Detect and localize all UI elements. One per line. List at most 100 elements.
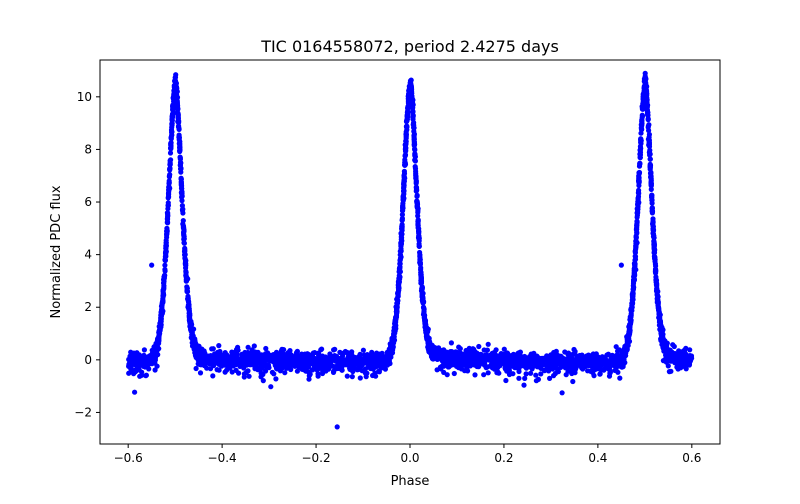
data-point bbox=[269, 369, 275, 375]
data-point bbox=[628, 311, 634, 317]
data-point bbox=[538, 371, 544, 377]
data-point bbox=[649, 192, 655, 198]
x-tick-label: −0.6 bbox=[114, 451, 143, 465]
data-point bbox=[154, 363, 160, 369]
data-point bbox=[684, 353, 690, 359]
data-point bbox=[397, 257, 403, 263]
data-point bbox=[629, 304, 635, 310]
data-point bbox=[384, 349, 390, 355]
data-point bbox=[182, 247, 188, 253]
data-point bbox=[449, 352, 455, 358]
data-point bbox=[225, 354, 232, 360]
data-point bbox=[422, 319, 428, 325]
data-point bbox=[628, 317, 634, 323]
data-point bbox=[393, 322, 399, 329]
data-point bbox=[403, 131, 409, 137]
data-point bbox=[318, 360, 324, 366]
data-point bbox=[606, 373, 613, 379]
y-axis-label: Normalized PDC flux bbox=[49, 185, 64, 318]
data-point bbox=[635, 201, 641, 207]
data-point bbox=[644, 102, 651, 109]
data-point bbox=[349, 365, 355, 371]
data-point bbox=[216, 343, 222, 349]
data-point bbox=[276, 351, 283, 357]
data-point bbox=[651, 239, 657, 245]
data-point bbox=[613, 344, 619, 350]
data-point bbox=[412, 146, 418, 152]
data-point bbox=[318, 347, 324, 353]
data-point bbox=[478, 351, 484, 357]
data-point bbox=[395, 293, 401, 299]
data-point bbox=[163, 240, 169, 246]
data-point bbox=[233, 367, 239, 373]
data-point bbox=[461, 362, 467, 368]
data-point bbox=[174, 98, 180, 104]
data-point bbox=[619, 362, 625, 368]
data-point bbox=[339, 364, 345, 370]
data-point bbox=[141, 347, 147, 353]
data-point bbox=[176, 120, 182, 126]
data-point bbox=[331, 369, 337, 375]
data-point bbox=[242, 349, 248, 356]
data-point bbox=[547, 375, 553, 381]
data-point bbox=[504, 368, 510, 374]
data-point bbox=[636, 187, 642, 193]
data-point bbox=[668, 368, 674, 374]
data-point bbox=[177, 155, 183, 161]
data-point bbox=[388, 346, 394, 352]
data-point bbox=[412, 158, 418, 164]
data-point bbox=[415, 209, 421, 215]
data-point bbox=[686, 362, 693, 368]
data-point bbox=[483, 365, 489, 371]
data-point bbox=[218, 362, 224, 368]
data-point bbox=[540, 362, 546, 368]
data-point bbox=[236, 361, 242, 367]
data-point bbox=[591, 362, 598, 368]
data-point bbox=[302, 356, 308, 362]
data-point bbox=[505, 359, 511, 365]
data-point bbox=[678, 365, 684, 371]
data-point bbox=[164, 216, 170, 222]
data-point bbox=[624, 335, 631, 341]
data-point bbox=[565, 350, 572, 356]
data-point bbox=[210, 363, 217, 369]
data-point bbox=[503, 352, 510, 358]
data-point bbox=[546, 368, 552, 374]
data-point bbox=[320, 355, 326, 361]
data-point bbox=[647, 162, 654, 168]
data-point bbox=[605, 363, 611, 369]
data-point bbox=[573, 366, 579, 372]
data-point bbox=[412, 164, 418, 170]
data-point bbox=[126, 370, 132, 376]
data-point bbox=[370, 366, 376, 372]
data-point bbox=[516, 375, 522, 381]
data-point bbox=[180, 218, 186, 224]
data-point bbox=[637, 160, 643, 166]
data-point bbox=[222, 369, 228, 375]
data-point bbox=[420, 298, 426, 304]
data-point bbox=[193, 365, 199, 372]
data-point bbox=[258, 365, 264, 372]
data-point bbox=[615, 348, 621, 354]
data-point bbox=[484, 352, 490, 358]
data-point bbox=[332, 346, 338, 352]
data-point bbox=[370, 352, 377, 358]
data-point bbox=[168, 136, 174, 142]
data-point bbox=[653, 277, 660, 284]
data-point bbox=[613, 367, 619, 373]
data-point bbox=[294, 368, 300, 374]
data-point bbox=[415, 222, 421, 228]
data-point bbox=[160, 293, 166, 299]
data-point bbox=[636, 170, 642, 177]
data-point bbox=[527, 356, 533, 362]
data-point bbox=[327, 357, 333, 363]
data-point bbox=[423, 327, 429, 333]
data-point bbox=[416, 243, 422, 249]
data-point bbox=[418, 276, 424, 282]
data-point bbox=[508, 354, 514, 360]
data-point bbox=[189, 334, 195, 340]
data-point bbox=[160, 287, 166, 293]
data-point bbox=[456, 344, 462, 350]
data-point bbox=[172, 83, 178, 89]
data-point bbox=[167, 172, 173, 178]
